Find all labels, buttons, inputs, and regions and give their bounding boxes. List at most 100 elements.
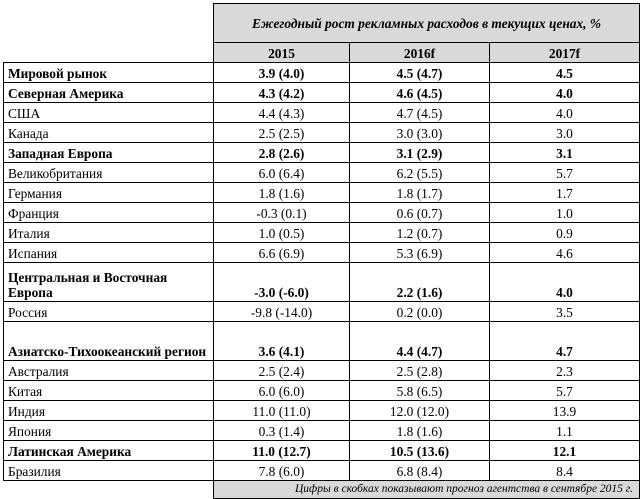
value-cell: 2.5 (2.4) <box>213 360 350 381</box>
table-row: Мировой рынок 3.9 (4.0) 4.5 (4.7) 4.5 <box>3 62 641 83</box>
region-label: Великобритания <box>3 162 214 183</box>
value-cell: -9.8 (-14.0) <box>213 301 350 322</box>
value-cell: 5.7 <box>488 380 641 401</box>
value-cell: 1.8 (1.6) <box>349 420 490 441</box>
footnote-spacer <box>3 480 214 499</box>
value-cell: 4.5 <box>488 62 641 83</box>
table-row: Испания 6.6 (6.9) 5.3 (6.9) 4.6 <box>3 242 641 263</box>
value-cell: 1.0 (0.5) <box>213 222 350 243</box>
value-cell: -0.3 (0.1) <box>213 202 350 223</box>
region-label: Франция <box>3 202 214 223</box>
footnote: Цифры в скобках показывают прогноз агент… <box>212 480 641 499</box>
value-cell: 6.0 (6.4) <box>213 162 350 183</box>
value-cell: 11.0 (12.7) <box>213 440 350 461</box>
table-row: Канада 2.5 (2.5) 3.0 (3.0) 3.0 <box>3 122 641 143</box>
value-cell: 10.5 (13.6) <box>349 440 490 461</box>
value-cell: 4.7 <box>488 321 641 361</box>
value-cell: 2.5 (2.8) <box>349 360 490 381</box>
value-cell: 4.0 <box>488 102 641 123</box>
region-label: Канада <box>3 122 214 143</box>
region-label: Латинская Америка <box>3 440 214 461</box>
year-header-row: 2015 2016f 2017f <box>4 42 641 63</box>
value-cell: 3.9 (4.0) <box>213 62 350 83</box>
value-cell: 1.8 (1.7) <box>349 182 490 203</box>
value-cell: 13.9 <box>488 400 641 421</box>
value-cell: 2.5 (2.5) <box>213 122 350 143</box>
value-cell: 1.0 <box>488 202 641 223</box>
value-cell: 3.6 (4.1) <box>213 321 350 361</box>
value-cell: 0.6 (0.7) <box>349 202 490 223</box>
region-label: Россия <box>3 301 214 322</box>
value-cell: 3.0 (3.0) <box>349 122 490 143</box>
value-cell: 4.4 (4.7) <box>349 321 490 361</box>
value-cell: 12.0 (12.0) <box>349 400 490 421</box>
value-cell: 2.2 (1.6) <box>349 262 490 302</box>
value-cell: 4.4 (4.3) <box>213 102 350 123</box>
corner-cell <box>3 3 214 63</box>
value-cell: 4.3 (4.2) <box>213 82 350 103</box>
table-row: Индия 11.0 (11.0) 12.0 (12.0) 13.9 <box>3 400 641 421</box>
region-label: США <box>3 102 214 123</box>
value-cell: 3.5 <box>488 301 641 322</box>
region-label: Италия <box>3 222 214 243</box>
table-row: Австралия 2.5 (2.4) 2.5 (2.8) 2.3 <box>3 360 641 381</box>
value-cell: 4.5 (4.7) <box>349 62 490 83</box>
region-label: Западная Европа <box>3 142 214 163</box>
table-row: Центральная и Восточная Европа -3.0 (-6.0… <box>3 262 641 302</box>
table-row: Северная Америка 4.3 (4.2) 4.6 (4.5) 4.0 <box>3 82 641 103</box>
table-row: Латинская Америка 11.0 (12.7) 10.5 (13.6) 1… <box>3 440 641 461</box>
header-row: Ежегодный рост рекламных расходов в теку… <box>3 3 641 63</box>
table-row: Великобритания 6.0 (6.4) 6.2 (5.5) 5.7 <box>3 162 641 183</box>
year-2015-header: 2015 <box>213 42 350 63</box>
year-2017f-header: 2017f <box>488 42 641 63</box>
region-label: Япония <box>3 420 214 441</box>
value-cell: 6.2 (5.5) <box>349 162 490 183</box>
value-cell: 2.8 (2.6) <box>213 142 350 163</box>
region-label: Китая <box>3 380 214 401</box>
value-cell: 0.9 <box>488 222 641 243</box>
value-cell: 4.6 <box>488 242 641 263</box>
table-row: Западная Европа 2.8 (2.6) 3.1 (2.9) 3.1 <box>3 142 641 163</box>
value-cell: 2.3 <box>488 360 641 381</box>
value-cell: 3.1 (2.9) <box>349 142 490 163</box>
value-cell: 5.7 <box>488 162 641 183</box>
region-label: Индия <box>3 400 214 421</box>
region-label: Мировой рынок <box>3 62 214 83</box>
ad-spend-growth-table: Ежегодный рост рекламных расходов в теку… <box>3 3 641 499</box>
value-cell: 4.0 <box>488 262 641 302</box>
region-label: Северная Америка <box>3 82 214 103</box>
value-cell: 6.0 (6.0) <box>213 380 350 401</box>
value-cell: 1.7 <box>488 182 641 203</box>
table-row: Япония 0.3 (1.4) 1.8 (1.6) 1.1 <box>3 420 641 441</box>
value-cell: 5.3 (6.9) <box>349 242 490 263</box>
value-cell: 6.6 (6.9) <box>213 242 350 263</box>
value-cell: 4.0 <box>488 82 641 103</box>
year-2016f-header: 2016f <box>349 42 490 63</box>
table-row: США 4.4 (4.3) 4.7 (4.5) 4.0 <box>3 102 641 123</box>
table-row: Италия 1.0 (0.5) 1.2 (0.7) 0.9 <box>3 222 641 243</box>
region-label: Испания <box>3 242 214 263</box>
value-cell: 3.1 <box>488 142 641 163</box>
value-cell: 1.8 (1.6) <box>213 182 350 203</box>
value-cell: 3.0 <box>488 122 641 143</box>
value-cell: 5.8 (6.5) <box>349 380 490 401</box>
value-cell: -3.0 (-6.0) <box>213 262 350 302</box>
table-row: Франция -0.3 (0.1) 0.6 (0.7) 1.0 <box>3 202 641 223</box>
table-title: Ежегодный рост рекламных расходов в теку… <box>212 3 641 43</box>
value-cell: 12.1 <box>488 440 641 461</box>
table-row: Азиатско-Тихоокеанский регион 3.6 (4.1) 4.… <box>3 321 641 361</box>
value-cell: 1.1 <box>488 420 641 441</box>
value-cell: 11.0 (11.0) <box>213 400 350 421</box>
value-cell: 0.3 (1.4) <box>213 420 350 441</box>
value-cell: 4.7 (4.5) <box>349 102 490 123</box>
region-label: Центральная и Восточная Европа <box>3 262 214 302</box>
value-cell: 1.2 (0.7) <box>349 222 490 243</box>
value-cell: 0.2 (0.0) <box>349 301 490 322</box>
table-row: Россия -9.8 (-14.0) 0.2 (0.0) 3.5 <box>3 301 641 322</box>
region-label: Австралия <box>3 360 214 381</box>
value-cell: 4.6 (4.5) <box>349 82 490 103</box>
footnote-row: Цифры в скобках показывают прогноз агент… <box>3 480 641 499</box>
region-label: Азиатско-Тихоокеанский регион <box>3 321 214 361</box>
region-label: Германия <box>3 182 214 203</box>
table-row: Китая 6.0 (6.0) 5.8 (6.5) 5.7 <box>3 380 641 401</box>
